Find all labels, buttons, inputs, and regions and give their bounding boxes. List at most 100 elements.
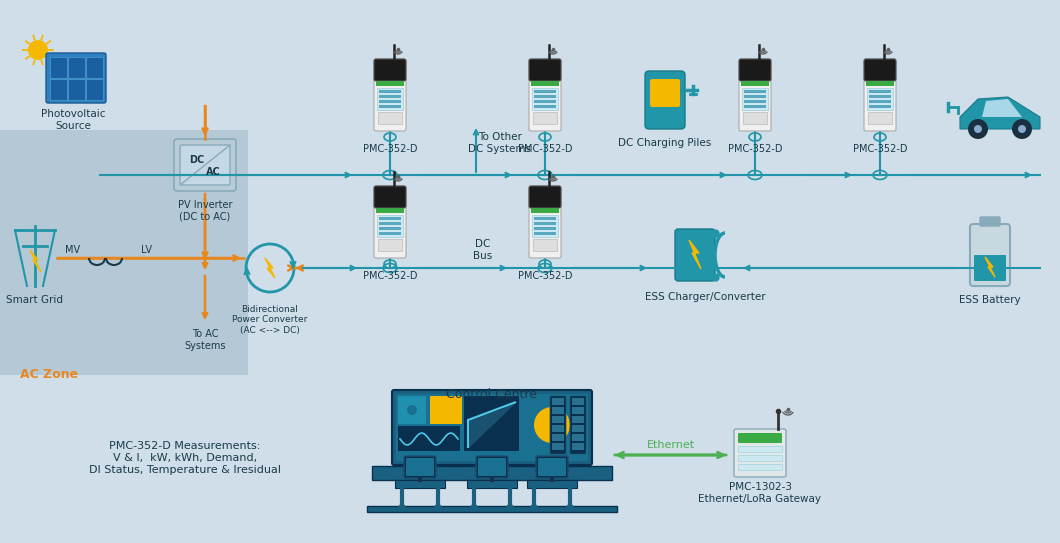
Bar — [86, 57, 103, 78]
FancyBboxPatch shape — [478, 458, 506, 476]
Bar — [738, 464, 782, 470]
FancyBboxPatch shape — [739, 59, 771, 81]
FancyBboxPatch shape — [529, 59, 561, 131]
Text: To AC
Systems: To AC Systems — [184, 329, 226, 351]
Text: PMC-352-D: PMC-352-D — [852, 144, 907, 154]
Bar — [379, 222, 401, 225]
Bar — [534, 105, 556, 108]
FancyBboxPatch shape — [374, 59, 406, 131]
Bar — [572, 434, 584, 441]
Bar — [367, 506, 617, 512]
Text: Ethernet: Ethernet — [647, 440, 694, 450]
Text: AC Zone: AC Zone — [20, 369, 78, 382]
Circle shape — [1018, 125, 1026, 133]
FancyBboxPatch shape — [529, 186, 561, 208]
Text: PMC-352-D: PMC-352-D — [363, 271, 418, 281]
Polygon shape — [30, 250, 41, 272]
Circle shape — [434, 504, 442, 512]
FancyBboxPatch shape — [180, 145, 230, 185]
Bar — [68, 79, 85, 100]
FancyBboxPatch shape — [650, 79, 681, 107]
FancyBboxPatch shape — [46, 53, 106, 103]
Circle shape — [566, 504, 575, 512]
Text: PMC-1302-3
Ethernet/LoRa Gateway: PMC-1302-3 Ethernet/LoRa Gateway — [699, 482, 822, 504]
Bar — [572, 425, 584, 432]
FancyBboxPatch shape — [738, 433, 782, 443]
Bar — [869, 90, 891, 93]
Text: ESS Battery: ESS Battery — [959, 295, 1021, 305]
Text: MV: MV — [66, 245, 81, 255]
Bar — [866, 81, 894, 86]
Bar — [869, 105, 891, 108]
FancyBboxPatch shape — [392, 390, 591, 465]
Text: ESS Charger/Converter: ESS Charger/Converter — [644, 292, 765, 302]
Bar — [395, 480, 445, 488]
Text: PMC-352-D Measurements:
V & I,  kW, kWh, Demand,
DI Status, Temperature & Iresid: PMC-352-D Measurements: V & I, kW, kWh, … — [89, 441, 281, 475]
Polygon shape — [960, 97, 1040, 129]
Circle shape — [470, 504, 478, 512]
Bar — [744, 105, 766, 108]
Bar — [68, 57, 85, 78]
FancyBboxPatch shape — [550, 396, 566, 454]
Bar — [533, 239, 556, 251]
Bar — [532, 215, 558, 237]
Bar — [744, 90, 766, 93]
FancyBboxPatch shape — [529, 59, 561, 81]
Bar — [377, 88, 403, 110]
Bar — [533, 112, 556, 124]
Bar — [741, 81, 768, 86]
Bar — [378, 239, 402, 251]
Bar — [869, 95, 891, 98]
Bar — [572, 407, 584, 414]
Bar — [50, 57, 67, 78]
Text: PMC-352-D: PMC-352-D — [728, 144, 782, 154]
Bar — [379, 100, 401, 103]
FancyBboxPatch shape — [974, 255, 1006, 281]
Bar — [534, 90, 556, 93]
Bar — [572, 416, 584, 423]
Circle shape — [407, 405, 417, 415]
Bar — [379, 95, 401, 98]
FancyBboxPatch shape — [536, 456, 568, 478]
Bar — [738, 446, 782, 452]
Text: To Other
DC Systems: To Other DC Systems — [469, 132, 531, 154]
Bar — [552, 407, 564, 414]
Bar — [379, 217, 401, 220]
Bar — [738, 455, 782, 461]
FancyBboxPatch shape — [404, 456, 436, 478]
Bar — [744, 95, 766, 98]
Text: PV Inverter
(DC to AC): PV Inverter (DC to AC) — [178, 200, 232, 222]
Bar — [868, 112, 893, 124]
Bar — [552, 434, 564, 441]
FancyBboxPatch shape — [430, 396, 462, 424]
Bar — [552, 425, 564, 432]
Bar — [867, 88, 893, 110]
FancyBboxPatch shape — [538, 458, 566, 476]
Polygon shape — [469, 402, 516, 448]
Circle shape — [506, 504, 514, 512]
Bar — [534, 217, 556, 220]
Text: DC: DC — [190, 155, 205, 165]
Bar — [379, 90, 401, 93]
Bar — [743, 112, 767, 124]
Bar — [379, 232, 401, 235]
FancyBboxPatch shape — [734, 429, 787, 477]
FancyBboxPatch shape — [864, 59, 896, 131]
Bar — [534, 222, 556, 225]
Circle shape — [534, 407, 570, 443]
Bar — [50, 79, 67, 100]
Text: PMC-352-D: PMC-352-D — [363, 144, 418, 154]
Polygon shape — [265, 258, 275, 278]
Bar — [534, 95, 556, 98]
Polygon shape — [689, 240, 701, 269]
FancyBboxPatch shape — [374, 186, 406, 208]
FancyBboxPatch shape — [970, 224, 1010, 286]
Bar — [464, 396, 519, 451]
FancyBboxPatch shape — [406, 458, 434, 476]
FancyBboxPatch shape — [476, 456, 508, 478]
Circle shape — [1012, 119, 1032, 139]
Bar — [467, 480, 517, 488]
Bar — [379, 227, 401, 230]
Text: Photovoltaic
Source: Photovoltaic Source — [40, 109, 105, 131]
Bar — [531, 81, 559, 86]
